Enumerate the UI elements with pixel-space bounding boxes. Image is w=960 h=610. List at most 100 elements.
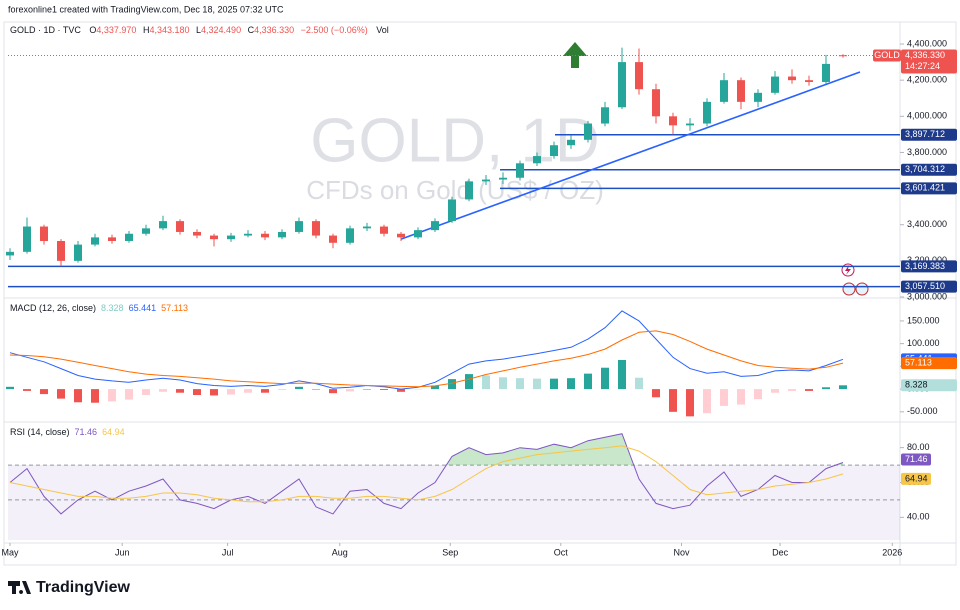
change-value: −2.500 (−0.06%) [301,25,368,35]
level-label-bg [901,163,957,176]
candle-body [346,228,354,243]
candle-body [278,231,286,238]
x-tick-label: Jul [222,547,234,557]
logo-mark [8,581,31,594]
y-tick-label: 4,400.000 [907,38,947,48]
candle-body [448,199,456,222]
trendline [400,71,861,240]
histogram-bar [567,378,575,390]
level-label: 3,601.421 [905,183,945,193]
candle-body [414,230,422,238]
histogram-bar [618,360,626,390]
histogram-bar [329,389,337,394]
candle-body [465,181,473,200]
candle-body [720,80,728,102]
candle-body [210,235,218,240]
close-value: 4,336.330 [254,25,294,35]
symbol: GOLD · 1D · TVC [10,25,81,35]
signal-badge-bg [901,357,957,370]
histogram-bar [261,389,269,393]
candle-body [6,251,14,256]
histogram-badge: 8.328 [905,380,928,390]
candle-body [550,145,558,157]
open-value: 4,337.970 [96,25,136,35]
x-tick-label: 2026 [882,547,902,557]
candle-body [482,179,490,182]
chart-frame [3,21,957,566]
histogram-bar [74,389,82,403]
histogram-bar [125,389,133,400]
attribution: forexonline1 created with TradingView.co… [8,4,284,14]
candle-body [397,233,405,238]
histogram-bar [244,389,252,393]
countdown: 14:27:24 [905,61,940,71]
candle-body [261,233,269,238]
x-tick-label: Dec [772,547,789,557]
histogram-bar [210,389,218,396]
histogram-bar [108,389,116,402]
histogram-bar [227,389,235,395]
high-label: H [143,25,150,35]
x-tick-label: Sep [442,547,458,557]
macd-legend: MACD (12, 26, close) 8.328 65.441 57.113 [10,303,188,313]
x-tick-label: Aug [332,547,348,557]
candle-body [618,62,626,108]
histogram-bar [771,389,779,393]
candle-body [125,233,133,241]
candle-body [567,139,575,146]
histogram-bar [57,389,65,399]
rsi-badge-bg [901,453,931,466]
x-tick-label: May [1,547,19,557]
overbought-fill [446,433,843,466]
candle-body [703,101,711,124]
histogram-bar [720,389,728,406]
x-tick-label: Oct [554,547,569,557]
close-label: C [248,25,255,35]
y-tick-label: 100.000 [907,338,940,348]
candle-body [499,177,507,180]
level-label: 3,897.712 [905,129,945,139]
histogram-bar [550,378,558,390]
y-tick-label: 80.00 [907,442,930,452]
candle-body [754,92,762,102]
histogram-bar [822,387,830,390]
candle-body [329,235,337,243]
histogram-bar [635,377,643,390]
open-label: O [89,25,96,35]
y-tick-label: 150.000 [907,315,940,325]
histogram-bar [380,389,388,390]
candle-body [108,237,116,241]
candle-body [57,240,65,261]
histogram-bar [737,389,745,405]
low-value: 4,324.490 [201,25,241,35]
level-label-bg [901,128,957,141]
candle-body [23,226,31,252]
level-label-bg [901,280,957,293]
rsi-line [9,445,844,503]
histogram-bar [788,389,796,391]
histogram-bar [703,389,711,414]
candle-body [193,231,201,236]
candle-body [601,107,609,124]
y-tick-label: 4,000.000 [907,111,947,121]
histogram-bar [499,377,507,390]
macd-line [9,310,844,390]
histogram-bar [6,386,14,390]
rsi-line [9,433,844,515]
candle-body [822,63,830,82]
histogram-bar [397,389,405,392]
histogram-badge-bg [901,379,957,392]
candle-body [295,221,303,232]
histogram-bar [278,389,286,390]
candle-body [91,237,99,245]
level-label: 3,057.510 [905,281,945,291]
histogram-bar [652,389,660,398]
level-label: 3,704.312 [905,164,945,174]
candle-body [227,235,235,240]
macd-legend-value: 65.441 [129,303,157,313]
candle-body [771,76,779,93]
event-icon-bolt [845,265,851,275]
last-price-bg [901,49,957,74]
